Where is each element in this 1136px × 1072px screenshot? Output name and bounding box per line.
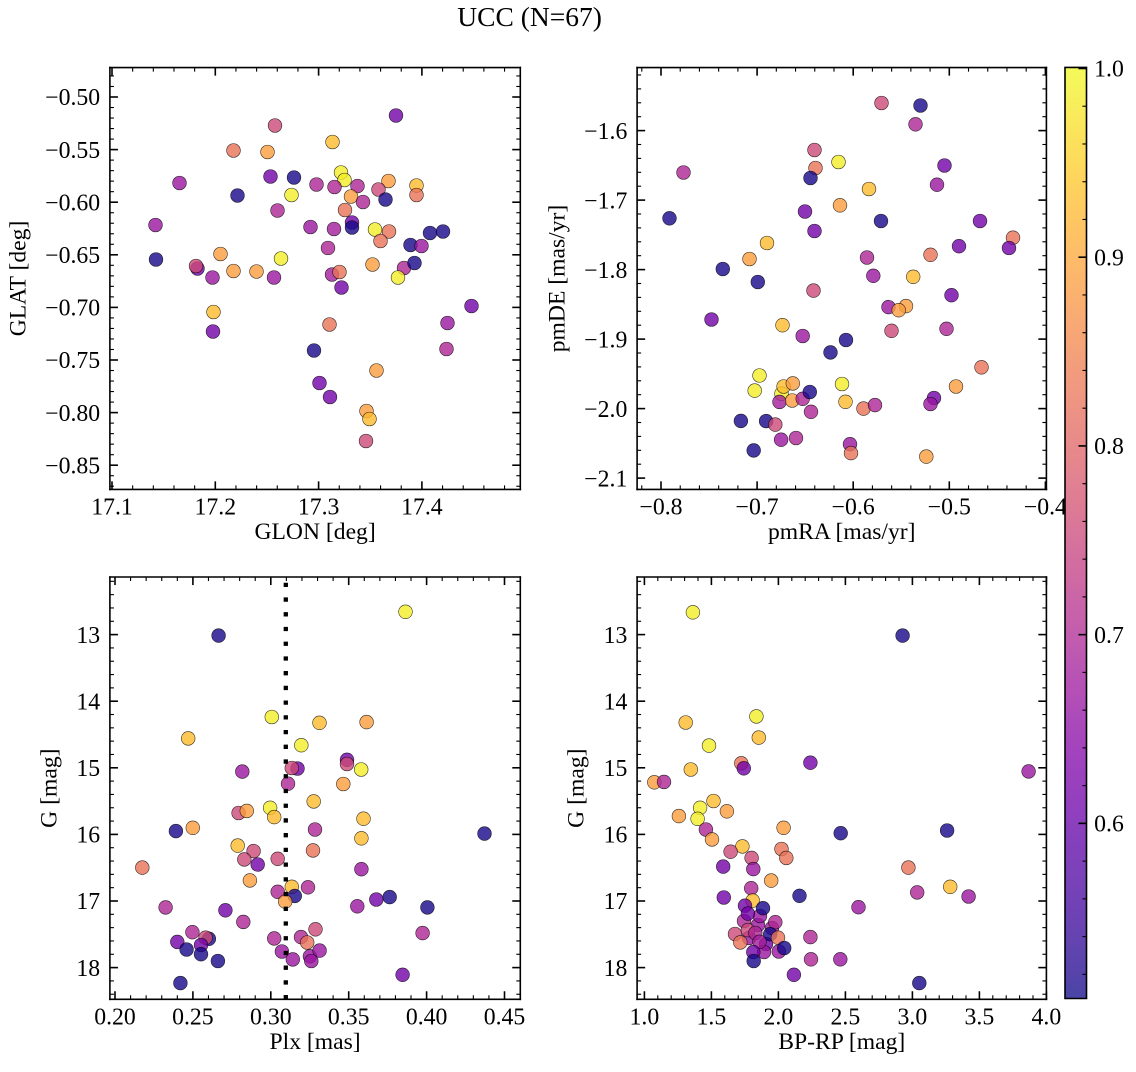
svg-text:0.25: 0.25 — [172, 1005, 214, 1031]
svg-text:−0.4: −0.4 — [1024, 495, 1067, 521]
svg-text:−0.85: −0.85 — [45, 453, 100, 479]
svg-text:G [mag]: G [mag] — [564, 748, 590, 827]
svg-text:0.45: 0.45 — [484, 1005, 526, 1031]
svg-text:−0.50: −0.50 — [45, 85, 100, 111]
svg-text:−0.65: −0.65 — [45, 243, 100, 269]
svg-text:0.7: 0.7 — [1094, 623, 1124, 649]
svg-text:−1.9: −1.9 — [584, 327, 627, 353]
svg-text:−2.0: −2.0 — [584, 397, 627, 423]
svg-text:1.0: 1.0 — [1094, 57, 1124, 83]
svg-text:3.0: 3.0 — [898, 1005, 928, 1031]
svg-text:−0.7: −0.7 — [736, 495, 779, 521]
svg-text:−0.75: −0.75 — [45, 348, 100, 374]
svg-text:pmDE [mas/yr]: pmDE [mas/yr] — [544, 205, 570, 353]
svg-text:0.6: 0.6 — [1094, 812, 1124, 838]
svg-text:−0.6: −0.6 — [832, 495, 875, 521]
svg-text:4.0: 4.0 — [1032, 1005, 1062, 1031]
svg-text:−0.80: −0.80 — [45, 401, 100, 427]
svg-text:14: 14 — [76, 689, 100, 715]
svg-text:GLON [deg]: GLON [deg] — [254, 519, 375, 545]
svg-text:15: 15 — [604, 756, 628, 782]
svg-text:16: 16 — [604, 823, 628, 849]
svg-text:17.2: 17.2 — [195, 495, 237, 521]
svg-text:18: 18 — [604, 956, 628, 982]
svg-text:2.5: 2.5 — [831, 1005, 861, 1031]
svg-text:15: 15 — [76, 756, 100, 782]
svg-text:0.35: 0.35 — [328, 1005, 370, 1031]
svg-text:1.5: 1.5 — [697, 1005, 727, 1031]
svg-text:UCC (N=67): UCC (N=67) — [457, 1, 602, 32]
svg-text:0.9: 0.9 — [1094, 245, 1124, 271]
svg-text:−0.55: −0.55 — [45, 138, 100, 164]
svg-text:GLAT [deg]: GLAT [deg] — [5, 221, 31, 337]
svg-text:18: 18 — [76, 956, 100, 982]
svg-text:17.1: 17.1 — [91, 495, 133, 521]
svg-text:2.0: 2.0 — [764, 1005, 794, 1031]
svg-text:0.30: 0.30 — [250, 1005, 292, 1031]
svg-text:14: 14 — [604, 689, 628, 715]
svg-text:−0.60: −0.60 — [45, 190, 100, 216]
svg-text:13: 13 — [76, 623, 100, 649]
svg-text:−2.1: −2.1 — [584, 466, 627, 492]
svg-text:−0.8: −0.8 — [639, 495, 682, 521]
svg-text:0.8: 0.8 — [1094, 434, 1124, 460]
svg-text:13: 13 — [604, 623, 628, 649]
svg-text:Plx [mas]: Plx [mas] — [270, 1029, 361, 1055]
svg-text:−0.5: −0.5 — [928, 495, 971, 521]
svg-text:0.40: 0.40 — [406, 1005, 448, 1031]
svg-text:BP-RP [mag]: BP-RP [mag] — [778, 1029, 905, 1055]
svg-text:−0.70: −0.70 — [45, 296, 100, 322]
svg-text:−1.6: −1.6 — [584, 119, 627, 145]
svg-text:pmRA [mas/yr]: pmRA [mas/yr] — [768, 519, 916, 545]
svg-text:−1.8: −1.8 — [584, 258, 627, 284]
svg-text:3.5: 3.5 — [965, 1005, 995, 1031]
svg-text:G [mag]: G [mag] — [36, 748, 62, 827]
svg-text:1.0: 1.0 — [630, 1005, 660, 1031]
svg-text:−1.7: −1.7 — [584, 188, 627, 214]
svg-text:16: 16 — [76, 823, 100, 849]
svg-text:17: 17 — [76, 889, 100, 915]
svg-text:17.4: 17.4 — [401, 495, 443, 521]
svg-text:17.3: 17.3 — [298, 495, 340, 521]
svg-text:17: 17 — [604, 889, 628, 915]
svg-text:0.20: 0.20 — [94, 1005, 136, 1031]
